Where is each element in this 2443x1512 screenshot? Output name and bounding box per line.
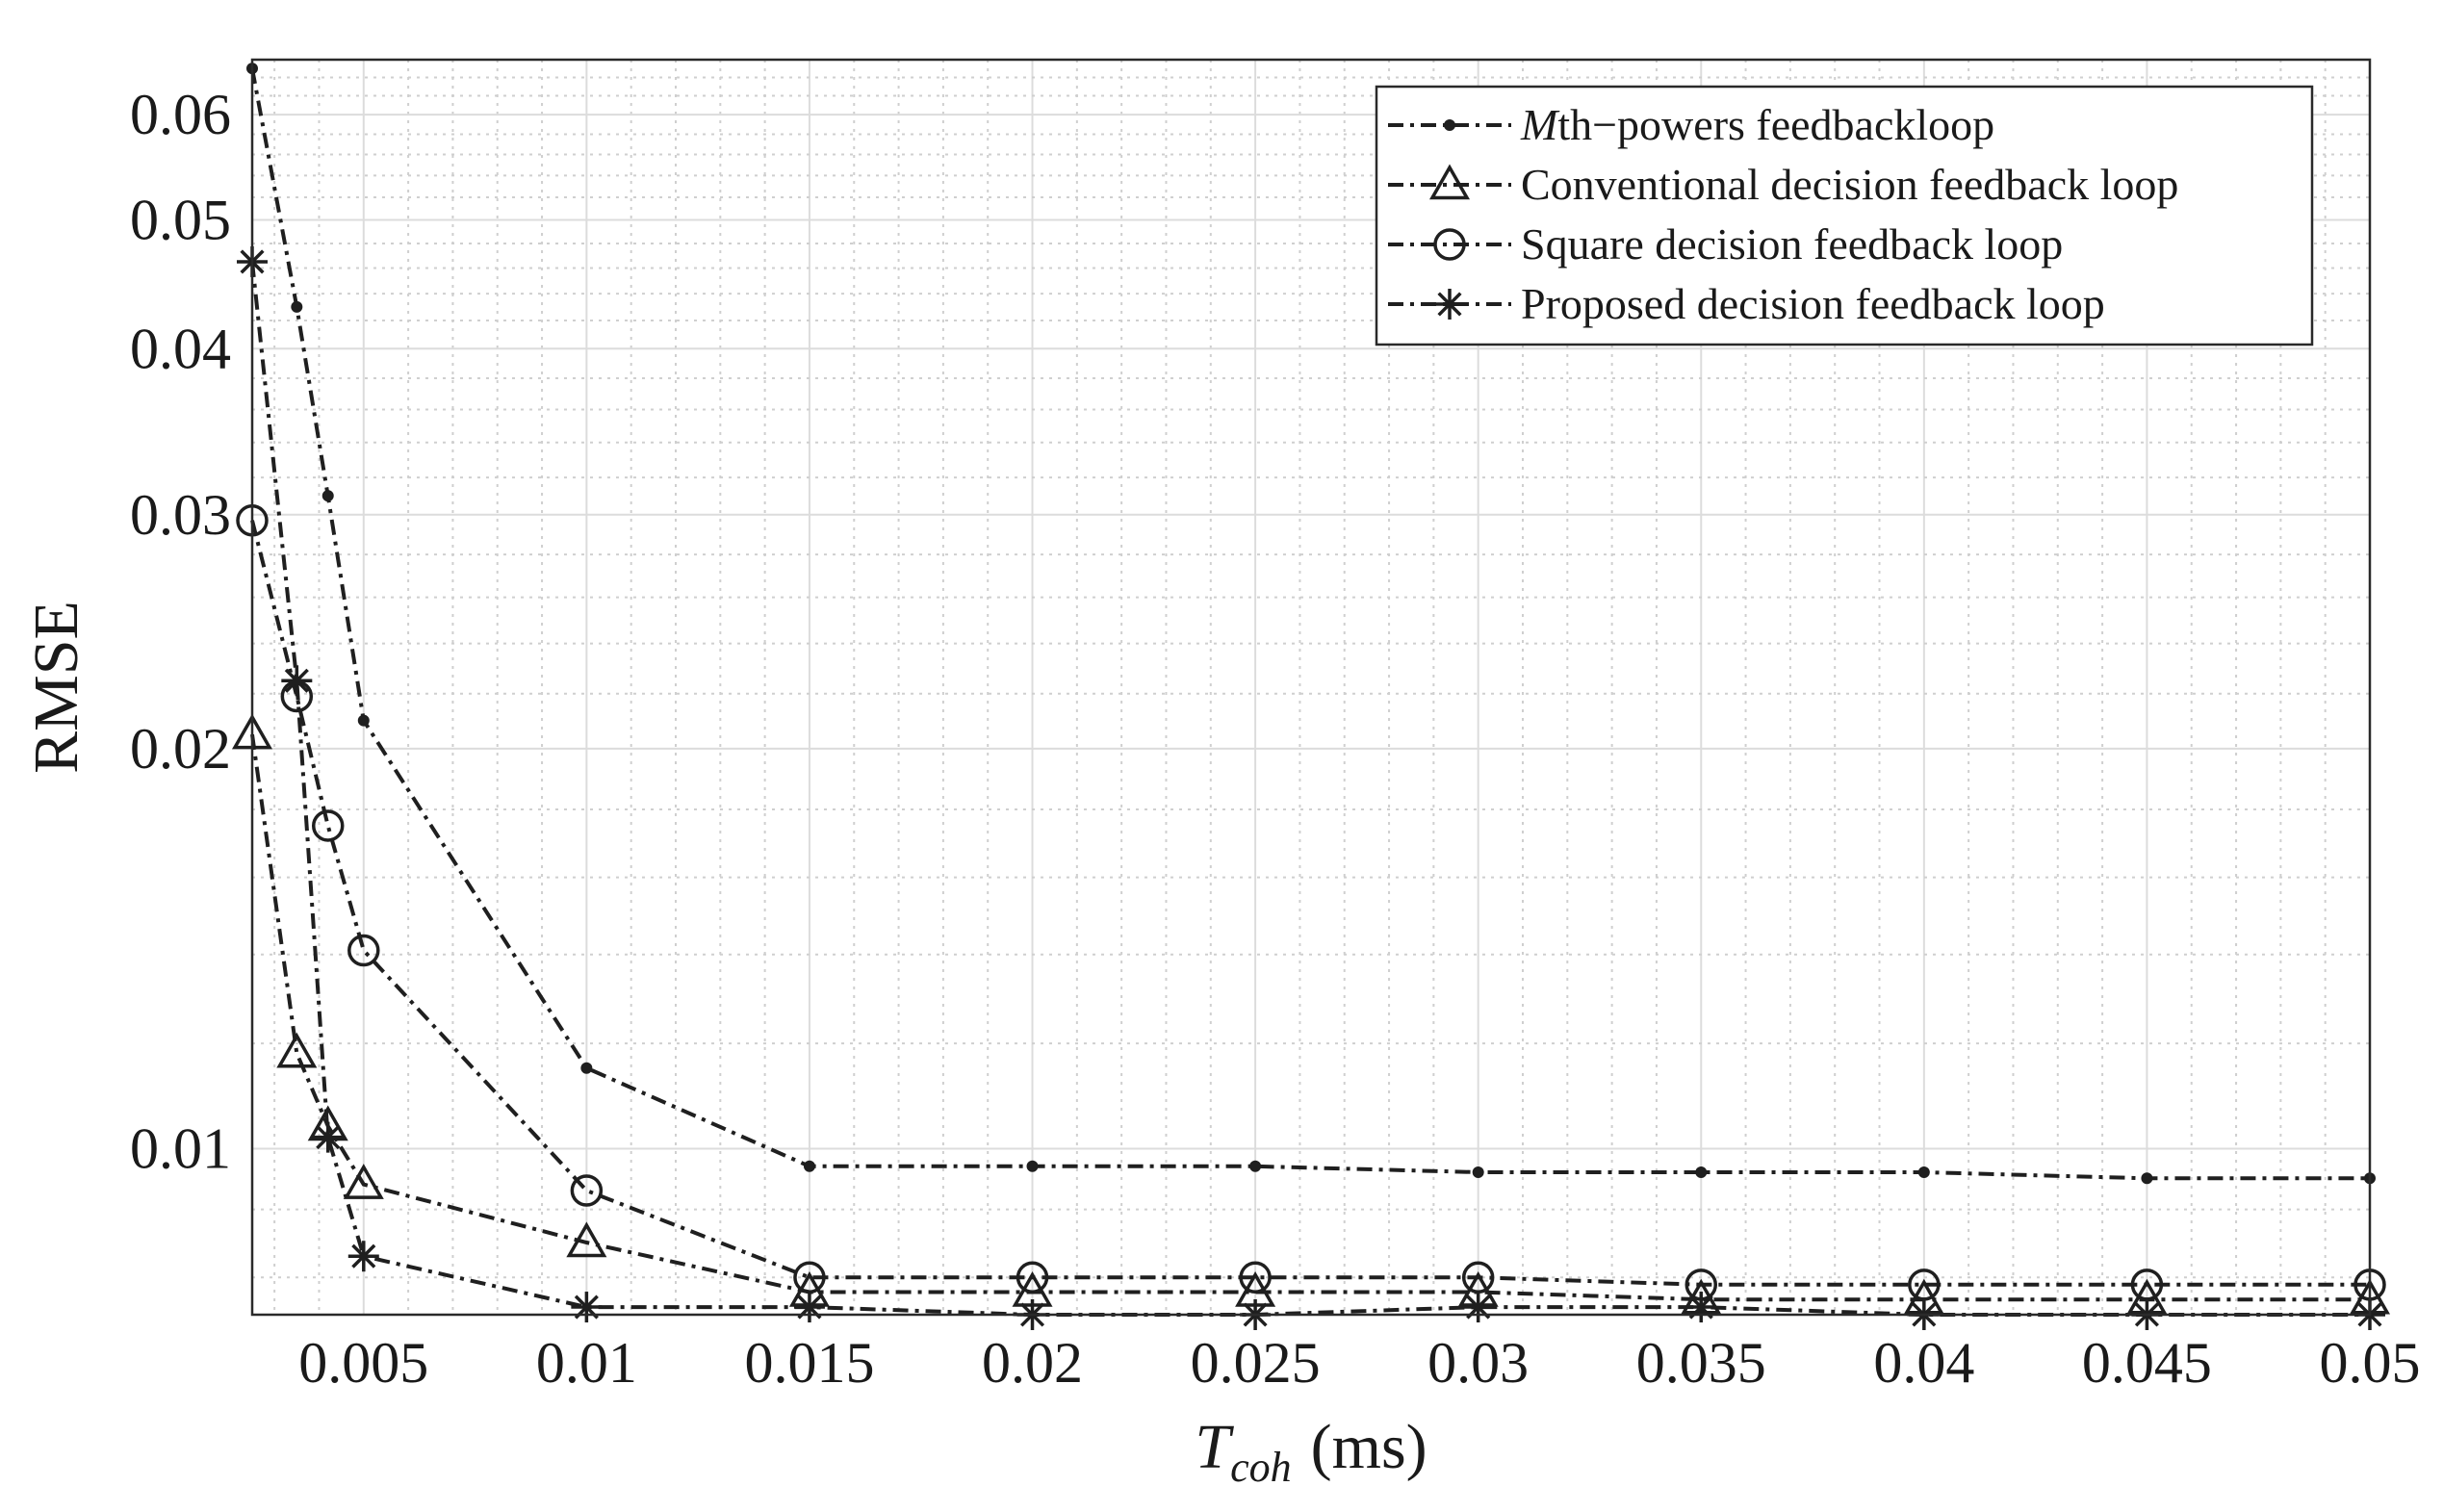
data-point-asterisk [1434,289,1465,320]
data-point-dot [1445,120,1455,131]
data-point-dot [1696,1166,1707,1177]
legend-label: Square decision feedback loop [1521,219,2063,269]
y-axis-title: RMSE [21,601,91,774]
x-tick-label: 0.005 [298,1331,428,1395]
x-axis-title-subscript: coh [1230,1444,1292,1491]
data-point-asterisk [1463,1292,1494,1322]
y-tick-label: 0.06 [130,83,231,146]
data-point-asterisk [794,1292,825,1322]
x-tick-label: 0.015 [744,1331,874,1395]
data-point-dot [581,1063,592,1073]
data-point-asterisk [281,665,312,696]
legend-label: Mth−powers feedbackloop [1520,100,1994,149]
data-point-dot [322,491,333,501]
y-tick-label: 0.04 [130,317,231,380]
x-tick-label: 0.035 [1636,1331,1766,1395]
data-point-dot [358,715,369,726]
x-tick-label: 0.04 [1873,1331,1974,1395]
data-point-dot [1250,1161,1261,1171]
x-tick-label: 0.045 [2082,1331,2212,1395]
legend-label-italic: M [1520,100,1560,149]
data-point-dot [2142,1173,2152,1184]
x-tick-label: 0.03 [1427,1331,1529,1395]
legend-label: Proposed decision feedback loop [1521,279,2105,328]
legend: Mth−powers feedbackloop Conventional deci… [1376,87,2312,345]
y-tick-label: 0.01 [130,1117,231,1181]
x-axis-title: Tcoh (ms) [1195,1412,1427,1491]
data-point-dot [292,301,302,312]
data-point-asterisk [1685,1292,1716,1322]
x-axis-title-main: T [1195,1412,1234,1482]
data-point-dot [804,1161,814,1171]
legend-label: Conventional decision feedback loop [1521,160,2178,209]
data-point-dot [1473,1166,1483,1177]
data-point-asterisk [571,1292,602,1322]
data-point-asterisk [313,1122,344,1153]
data-point-dot [1027,1161,1038,1171]
y-tick-label: 0.02 [130,717,231,781]
y-tick-label: 0.05 [130,188,231,251]
x-tick-label: 0.01 [536,1331,637,1395]
x-tick-label: 0.025 [1191,1331,1321,1395]
legend-label-rest: th−powers feedbackloop [1557,100,1994,149]
x-axis-title-unit: (ms) [1311,1412,1427,1482]
x-tick-label: 0.02 [982,1331,1083,1395]
x-tick-label: 0.05 [2320,1331,2421,1395]
y-tick-label: 0.03 [130,483,231,547]
data-point-dot [1918,1166,1929,1177]
data-point-asterisk [348,1241,379,1271]
